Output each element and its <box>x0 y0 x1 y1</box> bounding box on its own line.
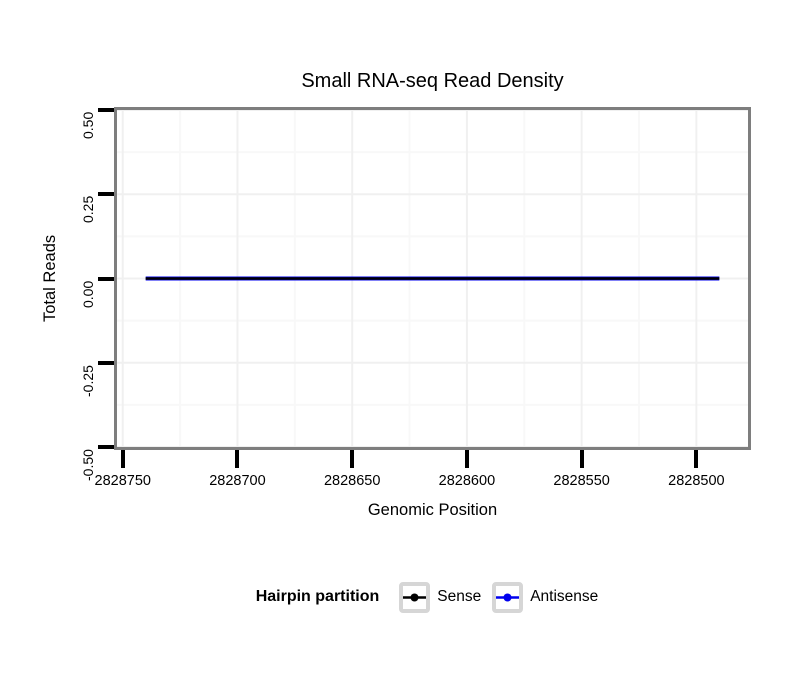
legend-label: Antisense <box>530 588 599 605</box>
legend-point-icon <box>503 593 512 601</box>
x-tick-label: 2828700 <box>209 473 266 489</box>
y-tick-label: 0.00 <box>80 280 96 308</box>
legend-items: Sense Antisense <box>399 581 609 613</box>
legend-title: Hairpin partition <box>255 588 380 605</box>
x-tick-mark <box>694 450 699 468</box>
y-tick-label: 0.50 <box>80 111 96 139</box>
x-tick-label: 2828750 <box>94 473 151 489</box>
legend-key-glyph <box>496 593 520 601</box>
y-tick-label: -0.25 <box>80 364 96 397</box>
y-tick-mark <box>98 108 114 112</box>
legend-label: Sense <box>437 588 482 605</box>
y-tick-mark <box>98 192 114 197</box>
legend-key-icon <box>399 581 431 613</box>
legend-key-glyph <box>403 593 427 601</box>
legend-key-icon <box>492 581 524 613</box>
y-tick-mark <box>98 445 114 449</box>
x-tick-label: 2828550 <box>553 473 610 489</box>
x-tick-mark <box>120 450 125 468</box>
y-axis-title: Total Reads <box>41 234 59 322</box>
y-tick-label: 0.25 <box>80 196 96 224</box>
legend-item-sense: Sense <box>399 581 492 613</box>
x-tick-label: 2828650 <box>323 473 381 489</box>
x-tick-mark <box>579 450 584 468</box>
legend-point-icon <box>410 593 419 601</box>
y-tick-mark <box>98 276 114 281</box>
legend-item-antisense: Antisense <box>492 581 609 613</box>
legend: Hairpin partition Sense Antisense <box>114 580 751 614</box>
x-tick-mark <box>464 450 469 468</box>
chart-title: Small RNA-seq Read Density <box>301 70 564 92</box>
x-tick-mark <box>350 450 355 468</box>
y-tick-mark <box>98 360 114 365</box>
x-tick-label: 2828500 <box>668 473 725 489</box>
plot-panel <box>114 107 751 450</box>
plot-area-svg <box>117 110 748 447</box>
x-tick-mark <box>235 450 240 468</box>
x-tick-label: 2828600 <box>438 473 496 489</box>
x-axis-title: Genomic Position <box>367 501 498 519</box>
